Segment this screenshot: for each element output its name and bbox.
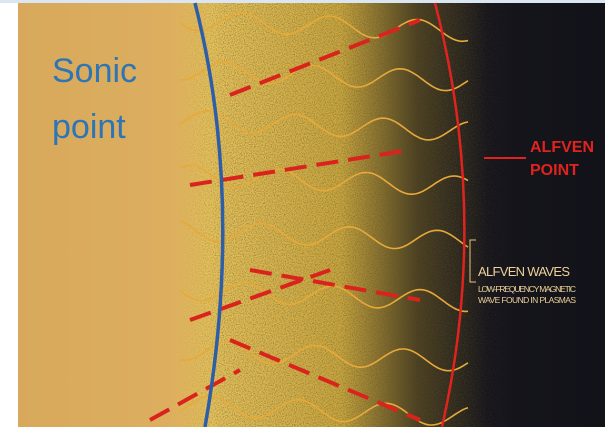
label: ALFVEN — [530, 139, 594, 156]
label: ALFVEN WAVES — [478, 264, 570, 279]
illustration: Sonic point ALFVEN POINT ALFVEN WAVES LO… — [0, 0, 605, 427]
top-strip — [0, 0, 605, 3]
label: point — [52, 108, 126, 146]
label: Sonic — [52, 52, 137, 90]
description: LOW-FREQUENCY MAGNETIC — [478, 284, 576, 294]
description: WAVE FOUND IN PLASMAS — [478, 295, 576, 305]
label: POINT — [530, 162, 579, 179]
